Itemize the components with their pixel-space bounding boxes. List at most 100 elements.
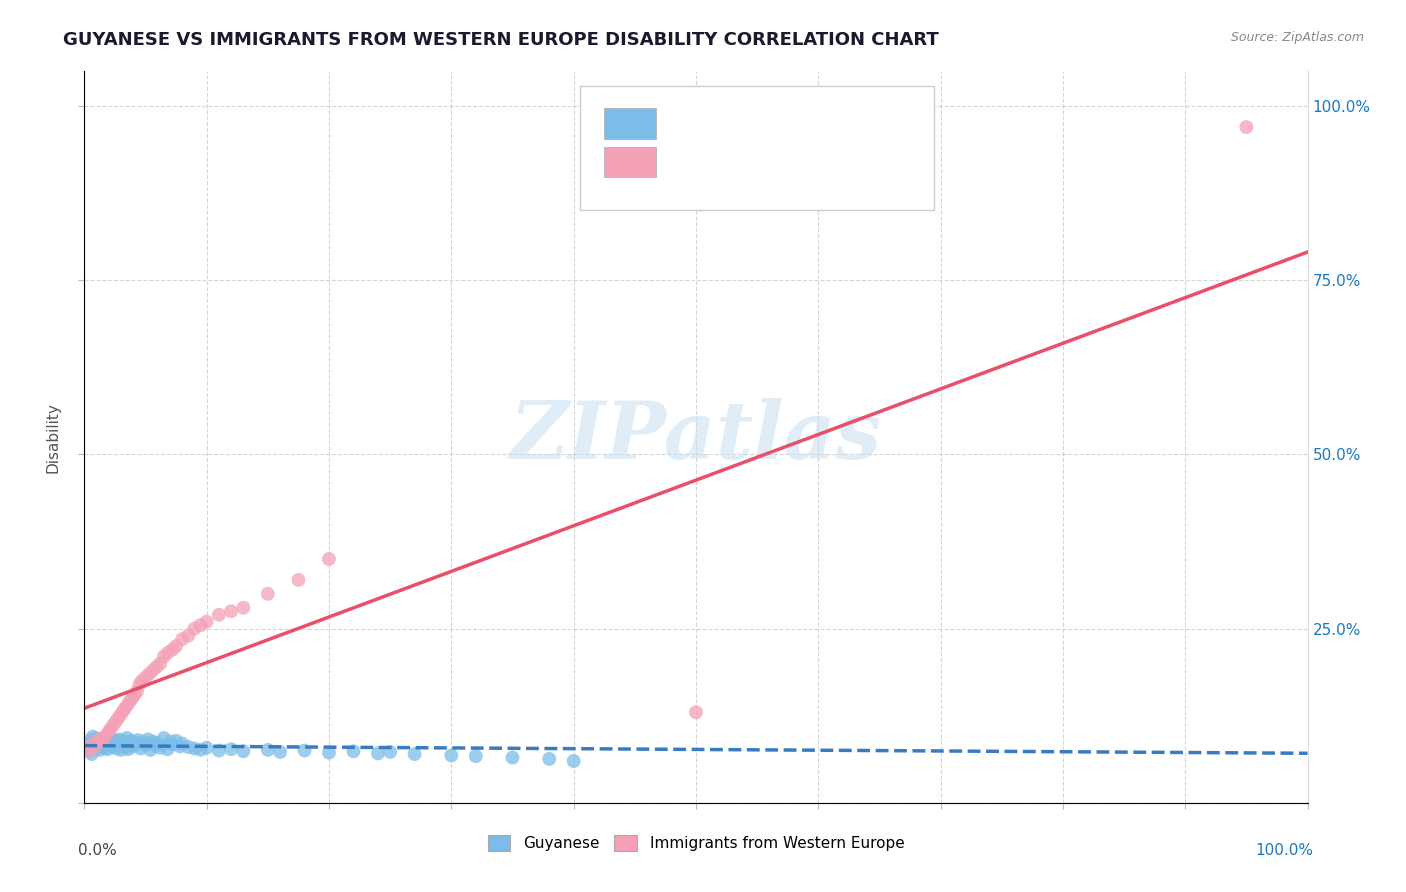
Text: R =: R = xyxy=(672,158,713,176)
Point xyxy=(97,734,120,748)
Point xyxy=(464,749,486,764)
Point xyxy=(111,705,134,719)
Point xyxy=(115,740,138,755)
Point xyxy=(89,743,111,757)
Point xyxy=(118,734,141,748)
Point xyxy=(121,733,143,747)
Text: N =: N = xyxy=(813,158,849,176)
Point xyxy=(115,698,138,713)
Point xyxy=(87,738,110,752)
Point xyxy=(122,739,145,754)
Point xyxy=(105,712,128,726)
Point xyxy=(86,731,108,746)
Text: 0.0%: 0.0% xyxy=(79,843,117,858)
Point xyxy=(131,673,153,688)
Point xyxy=(82,741,104,756)
Text: 0.726: 0.726 xyxy=(718,158,770,176)
Point xyxy=(183,741,205,756)
Point xyxy=(142,734,165,748)
Point xyxy=(107,738,129,752)
Point xyxy=(190,743,212,757)
Point xyxy=(232,600,254,615)
Point xyxy=(128,677,150,691)
Point xyxy=(80,747,103,761)
Point xyxy=(165,639,187,653)
Point xyxy=(100,733,122,747)
Point xyxy=(139,743,162,757)
Point xyxy=(257,587,280,601)
Point xyxy=(165,733,187,747)
Point xyxy=(208,743,231,757)
FancyBboxPatch shape xyxy=(605,108,655,138)
Point xyxy=(124,688,146,702)
Point xyxy=(538,752,561,766)
Point xyxy=(1236,120,1258,134)
Point xyxy=(101,719,124,733)
Point xyxy=(98,723,121,737)
Point xyxy=(77,737,100,751)
Point xyxy=(195,615,218,629)
Point xyxy=(83,734,105,748)
Legend: Guyanese, Immigrants from Western Europe: Guyanese, Immigrants from Western Europe xyxy=(481,830,911,857)
Text: 45: 45 xyxy=(859,158,882,176)
Point xyxy=(79,739,101,753)
Point xyxy=(132,735,155,749)
Point xyxy=(129,741,152,756)
Point xyxy=(562,754,585,768)
Point xyxy=(219,742,242,756)
Point xyxy=(177,740,200,755)
Point xyxy=(87,735,110,749)
Point xyxy=(108,708,131,723)
Point xyxy=(219,604,242,618)
Text: Source: ZipAtlas.com: Source: ZipAtlas.com xyxy=(1230,31,1364,45)
Y-axis label: Disability: Disability xyxy=(45,401,60,473)
Point xyxy=(125,684,148,698)
Point xyxy=(440,748,463,763)
Point xyxy=(195,740,218,755)
Point xyxy=(318,746,340,760)
Point xyxy=(380,745,402,759)
Text: 100.0%: 100.0% xyxy=(1256,843,1313,858)
Point xyxy=(87,737,110,751)
Point xyxy=(117,742,139,756)
FancyBboxPatch shape xyxy=(605,146,655,178)
Point xyxy=(94,730,117,744)
Point xyxy=(149,657,172,671)
Point xyxy=(404,747,426,761)
Point xyxy=(111,734,134,748)
Point xyxy=(153,649,176,664)
Point xyxy=(118,695,141,709)
Point xyxy=(91,733,114,747)
FancyBboxPatch shape xyxy=(579,86,935,211)
Point xyxy=(120,737,142,751)
Point xyxy=(114,702,136,716)
Point xyxy=(76,740,98,755)
Point xyxy=(318,552,340,566)
Point xyxy=(77,743,100,757)
Text: -0.135: -0.135 xyxy=(718,119,778,136)
Point xyxy=(143,739,166,753)
Text: 78: 78 xyxy=(859,119,882,136)
Point xyxy=(101,739,124,754)
Point xyxy=(342,744,364,758)
Text: R =: R = xyxy=(672,119,707,136)
Point xyxy=(257,743,280,757)
Point xyxy=(121,691,143,706)
Point xyxy=(96,731,118,745)
Point xyxy=(108,732,131,747)
Point xyxy=(94,740,117,755)
Point xyxy=(112,739,135,753)
Point xyxy=(89,731,111,746)
Point xyxy=(105,735,128,749)
Point xyxy=(103,737,125,751)
Point xyxy=(146,736,169,750)
Point xyxy=(159,734,181,748)
Point xyxy=(172,737,194,751)
Point xyxy=(135,738,157,752)
Point xyxy=(190,618,212,632)
Point xyxy=(177,629,200,643)
Point xyxy=(153,731,176,745)
Point xyxy=(84,734,107,748)
Point xyxy=(105,741,128,756)
Text: GUYANESE VS IMMIGRANTS FROM WESTERN EUROPE DISABILITY CORRELATION CHART: GUYANESE VS IMMIGRANTS FROM WESTERN EURO… xyxy=(63,31,939,49)
